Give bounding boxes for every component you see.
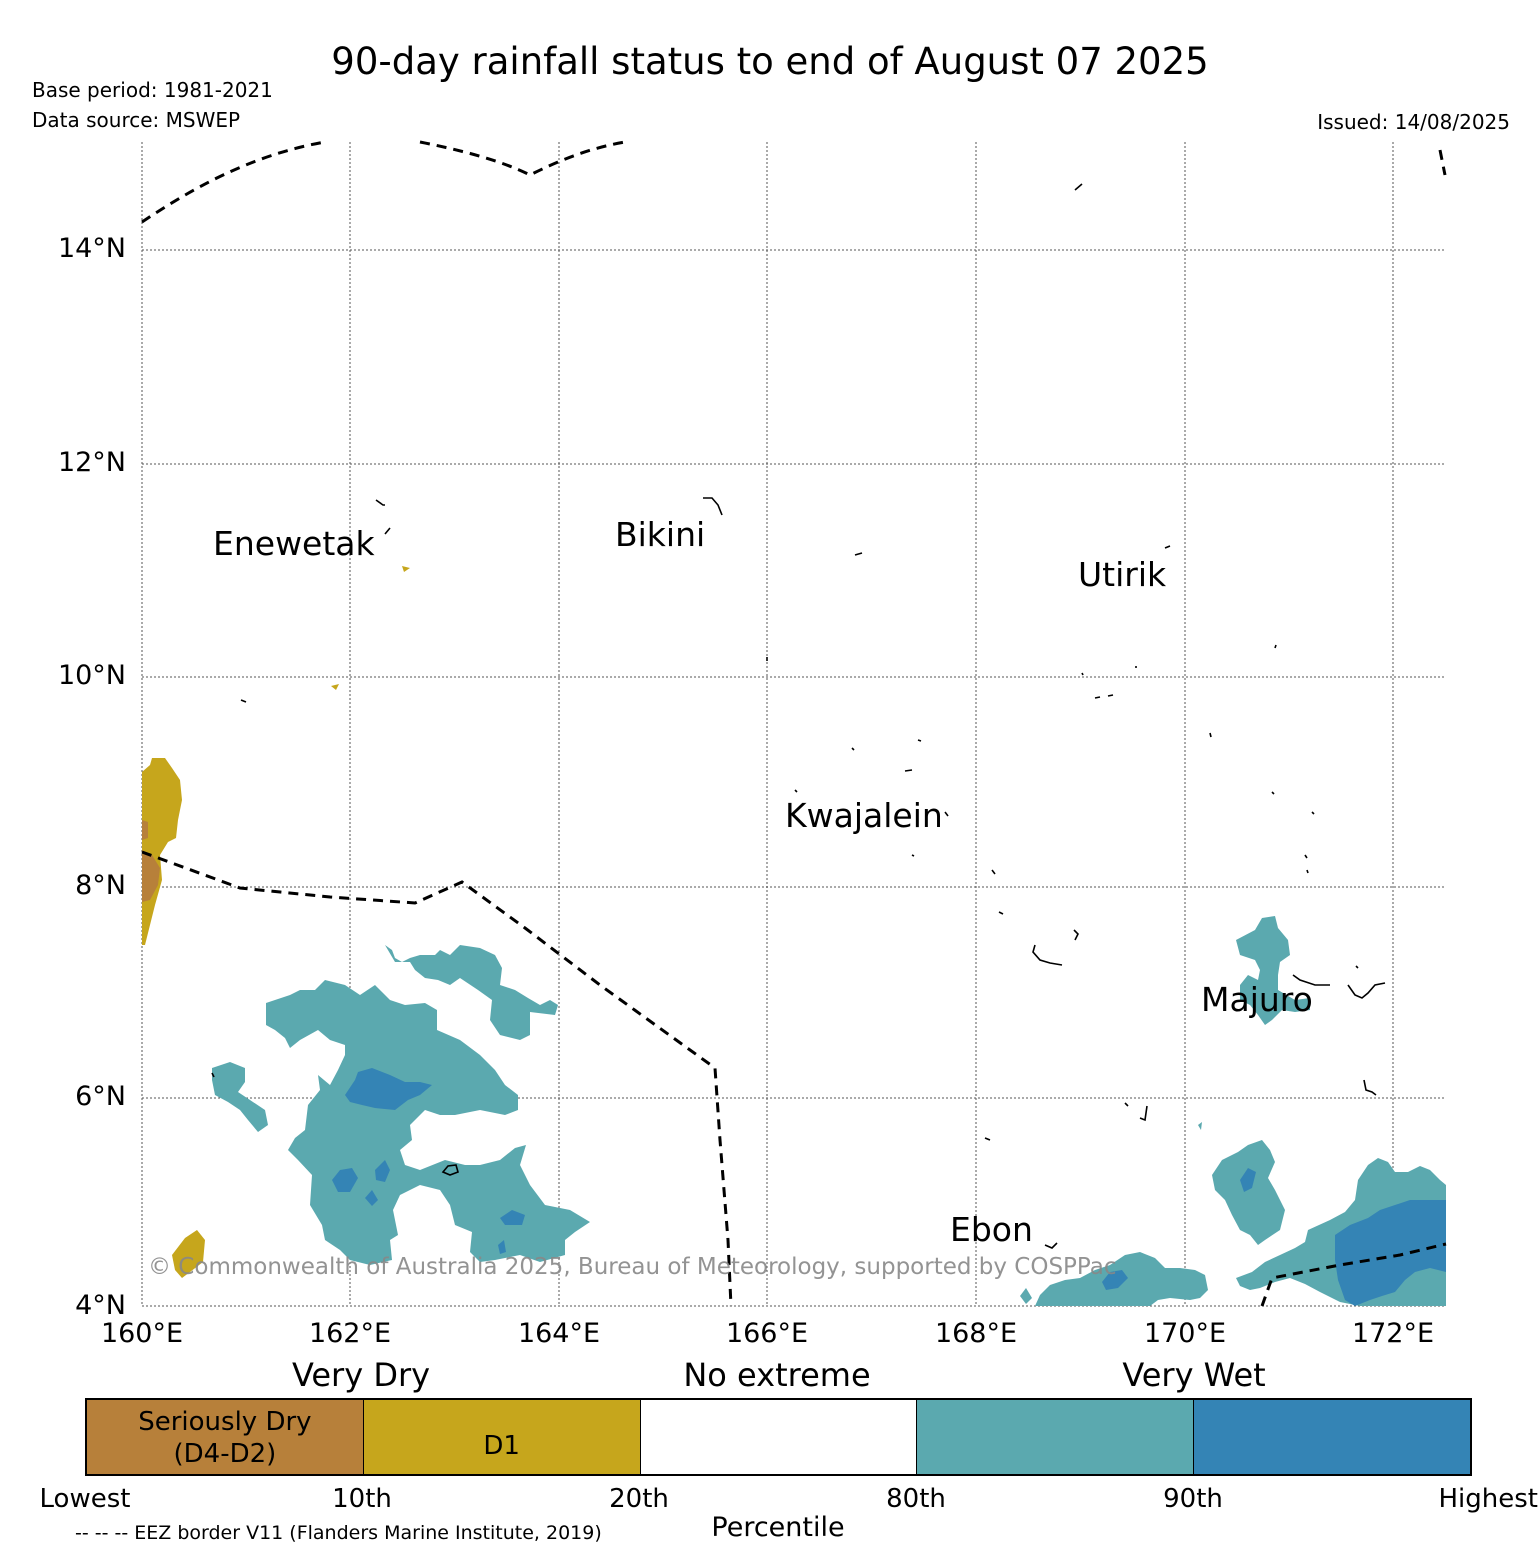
lon-label: 168°E: [934, 1318, 1018, 1349]
eez-border: [141, 140, 1447, 1307]
dry-region: [142, 566, 410, 1278]
lat-label: 12°N: [57, 447, 126, 478]
legend-very-wet: [916, 1400, 1194, 1474]
island-outlines: [211, 183, 1386, 1249]
legend-d1: D1: [362, 1400, 640, 1474]
legend-category-no-extreme: No extreme: [683, 1356, 871, 1394]
place-kwajalein: Kwajalein: [785, 796, 943, 835]
lon-label: 166°E: [725, 1318, 809, 1349]
legend-tick: 90th: [1163, 1484, 1223, 1514]
legend-seriously-dry: Seriously Dry (D4-D2): [87, 1400, 363, 1474]
legend-colorbar: Seriously Dry (D4-D2) D1: [85, 1398, 1472, 1476]
legend-tick: 10th: [332, 1484, 392, 1514]
lat-label: 14°N: [57, 233, 126, 264]
legend-no-extreme: [639, 1400, 917, 1474]
issued-date: Issued: 14/08/2025: [1317, 110, 1510, 134]
lon-label: 164°E: [517, 1318, 601, 1349]
legend-very-wet-high: [1193, 1400, 1470, 1474]
wet-region-west: [212, 945, 590, 1265]
lat-label: 8°N: [75, 870, 126, 901]
legend-tick: 80th: [886, 1484, 946, 1514]
lat-label: 4°N: [75, 1290, 126, 1321]
base-period: Base period: 1981-2021: [32, 78, 273, 102]
legend-seriously-dry-sublabel: (D4-D2): [173, 1439, 277, 1469]
legend-tick: Lowest: [39, 1484, 131, 1514]
map-title: 90-day rainfall status to end of August …: [331, 40, 1209, 83]
data-source: Data source: MSWEP: [32, 108, 241, 132]
legend-category-very-wet: Very Wet: [1122, 1356, 1266, 1394]
place-majuro: Majuro: [1201, 980, 1313, 1019]
wet-region-east: [1020, 916, 1446, 1306]
eez-note: -- -- -- EEZ border V11 (Flanders Marine…: [75, 1522, 602, 1544]
map-gridlines: [141, 142, 1446, 1307]
place-bikini: Bikini: [615, 515, 706, 554]
legend-tick: Highest: [1438, 1484, 1539, 1514]
lat-label: 6°N: [75, 1081, 126, 1112]
lon-label: 162°E: [308, 1318, 392, 1349]
lon-label: 170°E: [1143, 1318, 1227, 1349]
lon-label: 160°E: [100, 1318, 184, 1349]
legend-axis-label: Percentile: [711, 1512, 845, 1543]
place-ebon: Ebon: [950, 1210, 1033, 1249]
legend-category-very-dry: Very Dry: [291, 1356, 431, 1394]
legend-seriously-dry-label: Seriously Dry: [138, 1407, 312, 1437]
legend-d1-label: D1: [483, 1431, 520, 1461]
place-enewetak: Enewetak: [213, 524, 375, 563]
lon-label: 172°E: [1351, 1318, 1435, 1349]
legend-tick: 20th: [609, 1484, 669, 1514]
copyright-notice: © Commonwealth of Australia 2025, Bureau…: [148, 1254, 1117, 1280]
place-utirik: Utirik: [1078, 555, 1167, 594]
lat-label: 10°N: [57, 660, 126, 691]
